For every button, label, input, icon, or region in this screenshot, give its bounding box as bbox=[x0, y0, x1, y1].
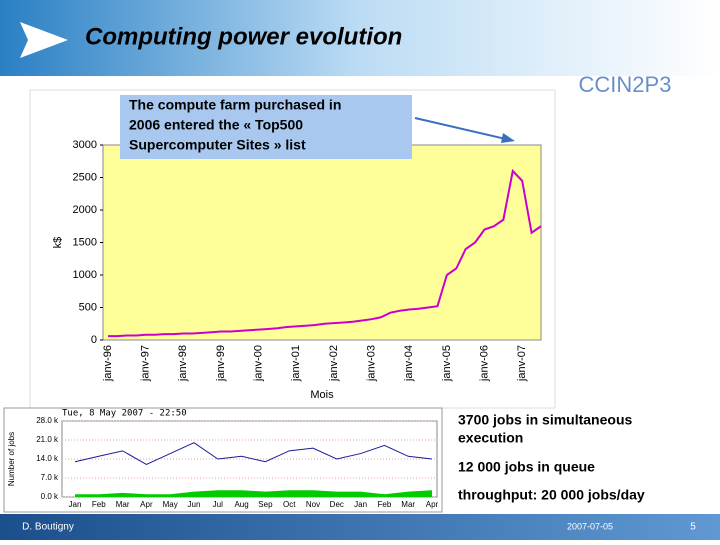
x-tick-label: Nov bbox=[306, 500, 320, 509]
y-axis-label: k$ bbox=[52, 237, 64, 249]
footer-author: D. Boutigny bbox=[22, 522, 74, 533]
callout-line: The compute farm purchased in bbox=[129, 97, 341, 113]
footer-date: 2007-07-05 bbox=[567, 521, 613, 531]
x-tick-label: janv-00 bbox=[253, 345, 265, 382]
x-tick-label: Mar bbox=[116, 500, 130, 509]
y-tick-label: 0.0 k bbox=[41, 492, 59, 501]
plot-area bbox=[102, 144, 542, 341]
y-tick-label: 2000 bbox=[73, 204, 97, 216]
x-tick-label: janv-06 bbox=[478, 345, 490, 382]
x-tick-label: janv-98 bbox=[177, 345, 189, 382]
note: 12 000 jobs in queue bbox=[458, 459, 595, 475]
x-tick-label: Apr bbox=[140, 500, 153, 509]
x-tick-label: janv-99 bbox=[215, 345, 227, 382]
y-axis-label: Number of jobs bbox=[7, 432, 16, 486]
title-bar bbox=[0, 0, 720, 76]
y-tick-label: 1000 bbox=[73, 269, 97, 281]
callout-line: 2006 entered the « Top500 bbox=[129, 117, 303, 133]
x-axis-label: Mois bbox=[310, 389, 334, 401]
callout-box bbox=[120, 95, 412, 159]
y-tick-label: 7.0 k bbox=[41, 473, 59, 482]
y-tick-label: 2500 bbox=[73, 171, 97, 183]
chart-title: Tue, 8 May 2007 - 22:50 bbox=[62, 409, 187, 419]
x-tick-label: janv-02 bbox=[328, 345, 340, 382]
callout-arrow bbox=[414, 117, 511, 141]
x-tick-label: Mar bbox=[401, 500, 415, 509]
note: throughput: 20 000 jobs/day bbox=[458, 487, 645, 503]
logo: CCIN2P3 bbox=[579, 72, 672, 97]
x-tick-label: janv-03 bbox=[365, 345, 377, 382]
y-tick-label: 1500 bbox=[73, 236, 97, 248]
x-tick-label: Jul bbox=[213, 500, 223, 509]
x-tick-label: Dec bbox=[330, 500, 344, 509]
x-tick-label: Jan bbox=[69, 500, 82, 509]
data-line bbox=[74, 442, 433, 465]
main-chart: 0 500 1000 1500 2000 2500 3000 janv-96 janv-97 ja… bbox=[52, 139, 542, 401]
y-tick-label: 21.0 k bbox=[36, 435, 59, 444]
note: 3700 jobs in simultaneous bbox=[458, 412, 632, 428]
x-tick-label: janv-04 bbox=[403, 345, 415, 382]
monitor-chart: Tue, 8 May 2007 - 22:50 Number of jobs 0.0… bbox=[7, 409, 438, 510]
x-tick-label: janv-07 bbox=[516, 345, 528, 382]
footer-page: 5 bbox=[690, 522, 696, 533]
note: execution bbox=[458, 430, 523, 446]
x-tick-label: Feb bbox=[92, 500, 106, 509]
x-tick-label: Oct bbox=[283, 500, 296, 509]
y-tick-label: 3000 bbox=[73, 139, 97, 151]
y-tick-label: 28.0 k bbox=[36, 416, 59, 425]
y-tick-label: 14.0 k bbox=[36, 454, 59, 463]
x-tick-label: janv-96 bbox=[102, 345, 114, 382]
x-tick-label: janv-01 bbox=[290, 345, 302, 382]
x-tick-label: janv-05 bbox=[441, 345, 453, 382]
y-tick-label: 500 bbox=[79, 301, 97, 313]
x-tick-label: Jun bbox=[188, 500, 201, 509]
x-tick-label: Feb bbox=[378, 500, 392, 509]
x-tick-label: janv-97 bbox=[140, 345, 152, 382]
title-arrow bbox=[20, 22, 68, 58]
slide-title: Computing power evolution bbox=[85, 23, 402, 50]
footer-bar bbox=[0, 514, 720, 540]
x-tick-label: May bbox=[163, 500, 178, 509]
callout-line: Supercomputer Sites » list bbox=[129, 137, 306, 153]
x-tick-label: Jan bbox=[354, 500, 367, 509]
x-tick-label: Apr bbox=[426, 500, 439, 509]
callout-arrowhead bbox=[501, 133, 515, 143]
data-line bbox=[108, 168, 542, 338]
x-tick-label: Sep bbox=[258, 500, 273, 509]
y-tick-label: 0 bbox=[91, 334, 97, 346]
x-tick-label: Aug bbox=[234, 500, 248, 509]
data-area bbox=[75, 490, 432, 497]
